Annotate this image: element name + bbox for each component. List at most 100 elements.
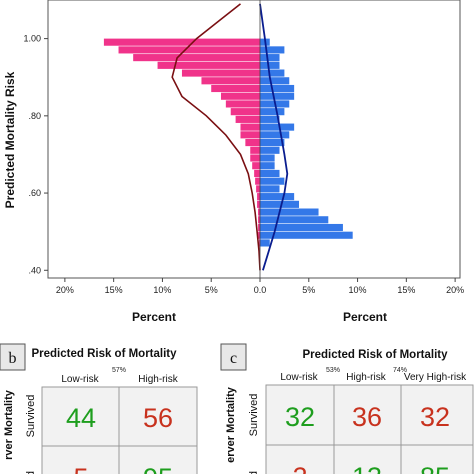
right-bar: [260, 193, 295, 201]
panel-b-letter-box: [0, 343, 26, 371]
x-tick-label-right: 5%: [302, 285, 315, 295]
left-bar: [118, 46, 260, 54]
panel-b-letter: b: [9, 350, 17, 367]
left-bar: [259, 239, 260, 247]
left-density-curve: [171, 3, 261, 271]
left-bar: [201, 77, 260, 85]
panel-b-title: Predicted Risk of Mortality: [31, 348, 177, 360]
x-tick-label-right: 10%: [349, 285, 367, 295]
left-bar: [258, 223, 260, 232]
panel-c-cell-0-0: 32: [285, 402, 315, 432]
right-bar: [260, 54, 280, 62]
y-axis-label: Predicted Mortality Risk: [3, 71, 17, 208]
left-bar: [157, 61, 260, 69]
panel-b-row-died: d: [25, 471, 37, 474]
right-bar: [260, 123, 295, 131]
x-tick-label-left: 15%: [105, 285, 123, 295]
plot-frame: [47, 0, 461, 279]
right-bars: [260, 38, 353, 247]
right-bar: [260, 61, 280, 69]
panel-c-cell-0-2: 32: [420, 402, 450, 432]
panel-c-grid-border: [265, 384, 474, 474]
panel-b-cell-1-1: 95: [143, 463, 173, 474]
panel-b-cell-0-0: 44: [66, 403, 96, 433]
left-bar: [245, 139, 260, 147]
panel-c-col-low: Low-risk: [280, 372, 318, 383]
right-bar: [260, 185, 280, 193]
right-bar: [260, 46, 285, 54]
y-ticks: 1.00 .80 .60 .40: [23, 34, 48, 275]
x-tick-label-left: 10%: [153, 285, 171, 295]
right-bar: [260, 146, 280, 154]
x-tick-label-right: 15%: [397, 285, 415, 295]
panel-c-confusion-table: c Predicted Risk of Mortality 53% 74% Lo…: [220, 343, 474, 474]
left-bar: [220, 92, 260, 100]
x-ticks: 20% 15% 10% 5% 0.0 5% 10% 15% 20%: [56, 278, 464, 295]
right-bar: [260, 77, 290, 85]
panel-b-col-low: Low-risk: [61, 374, 99, 385]
panel-c-letter-box: [220, 343, 247, 371]
panel-b-confusion-table: b Predicted Risk of Mortality 57% Low-ri…: [0, 343, 198, 474]
right-bar: [260, 208, 319, 216]
left-bar: [258, 231, 260, 239]
left-bar: [240, 123, 260, 131]
left-bar: [181, 69, 260, 77]
panel-c-cell-0-1: 36: [352, 402, 382, 432]
left-bar: [258, 208, 260, 216]
left-bar: [257, 193, 260, 201]
right-bar: [260, 92, 295, 100]
right-bar: [260, 84, 295, 93]
panel-b-cell-0-1: 56: [143, 403, 173, 433]
panel-c-row-died: d: [248, 471, 260, 474]
left-bar: [252, 162, 260, 170]
left-bar: [225, 100, 260, 108]
panel-c-threshold-2: 74%: [393, 367, 407, 374]
left-bar: [133, 54, 260, 62]
panel-b-threshold: 57%: [112, 367, 126, 374]
x-axis-label-left: Percent: [132, 310, 176, 324]
y-tick-label: .40: [28, 265, 41, 275]
panel-b-row-axis-label: rver Mortality: [3, 389, 15, 460]
panel-c-letter: c: [230, 350, 237, 367]
left-bar: [256, 185, 260, 193]
panel-b-cell-1-0: 5: [73, 463, 88, 474]
left-bar: [103, 38, 260, 46]
x-axis-label-right: Percent: [343, 310, 387, 324]
panel-c-row-axis-label: erver Mortality: [225, 386, 237, 463]
right-bar: [260, 216, 329, 224]
panel-b-row-survived: Survived: [25, 395, 37, 438]
left-bar: [211, 84, 260, 93]
left-bar: [250, 154, 260, 162]
panel-c-cell-1-0: 2: [292, 462, 307, 474]
left-bars: [103, 38, 260, 247]
panel-c-col-veryhigh: Very High-risk: [404, 372, 467, 383]
right-bar: [260, 177, 285, 185]
panel-c-cell-1-1: 13: [352, 462, 382, 474]
right-bar: [260, 200, 300, 208]
left-bar: [258, 216, 260, 224]
panel-c-threshold-1: 53%: [326, 367, 340, 374]
right-bar: [260, 154, 275, 162]
right-bar: [260, 169, 280, 178]
left-bar: [250, 146, 260, 154]
panel-c-row-survived: Survived: [248, 394, 260, 437]
right-bar: [260, 115, 280, 123]
right-bar: [260, 131, 290, 139]
left-bar: [230, 108, 260, 116]
x-tick-label-right: 20%: [446, 285, 464, 295]
right-bar: [260, 162, 275, 170]
left-bar: [255, 177, 260, 185]
mortality-histogram: 1.00 .80 .60 .40 20% 15% 10% 5% 0.0 5% 10% 15% 20% …: [3, 0, 464, 324]
right-bar: [260, 139, 285, 147]
right-bar: [260, 239, 270, 247]
x-tick-label-left: 5%: [205, 285, 218, 295]
y-tick-label: 1.00: [23, 34, 41, 44]
right-bar: [260, 108, 285, 116]
right-bar: [260, 231, 353, 239]
right-bar: [260, 69, 285, 77]
x-tick-label-left: 0.0: [254, 285, 267, 295]
panel-c-cell-1-2: 85: [420, 462, 450, 474]
right-bar: [260, 223, 343, 232]
x-tick-label-left: 20%: [56, 285, 74, 295]
